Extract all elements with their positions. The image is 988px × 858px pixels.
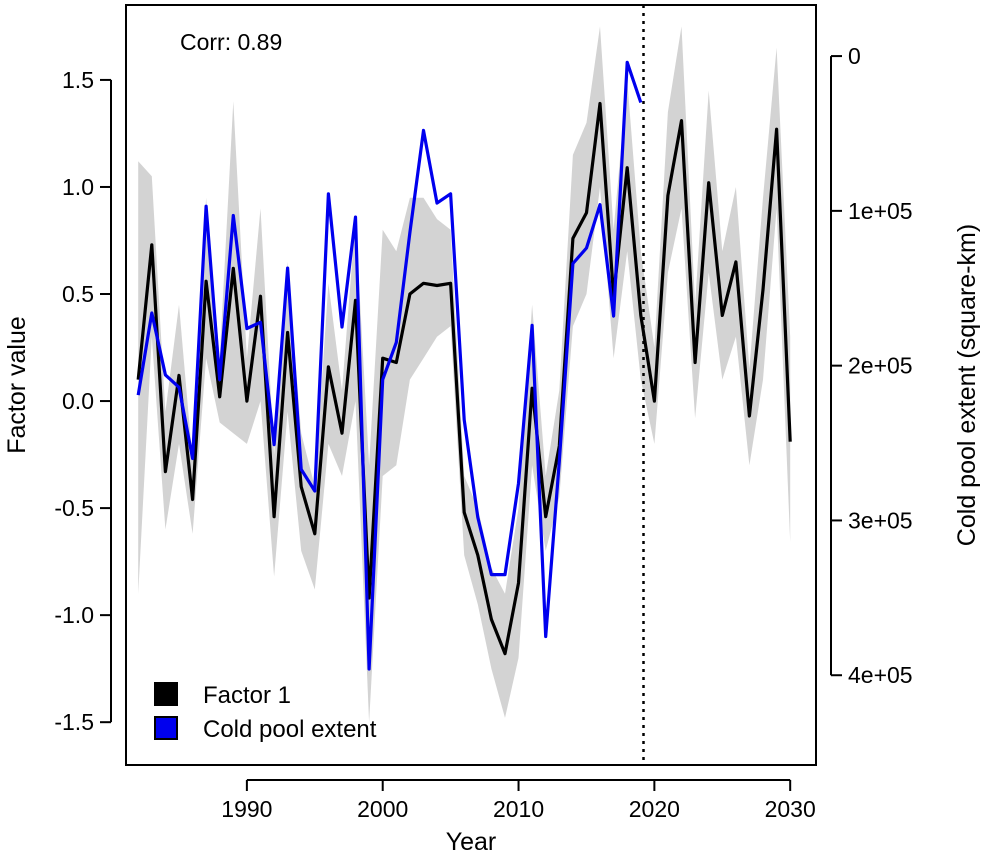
y-axis-left: -1.5 -1.0 -0.5 0.0 0.5 1.0 1.5	[54, 67, 112, 735]
y-tick-label: 1.0	[62, 174, 94, 200]
legend: Factor 1 Cold pool extent	[154, 682, 377, 743]
y-axis-left-title: Factor value	[3, 316, 31, 454]
y-tick-label: -1.0	[54, 602, 94, 628]
y2-tick-label: 2e+05	[848, 353, 913, 379]
correlation-annotation: Corr: 0.89	[180, 29, 282, 55]
y-axis-right-title: Cold pool extent (square-km)	[953, 224, 981, 546]
plot-frame	[125, 4, 817, 766]
y-tick-label: 1.5	[62, 67, 94, 93]
y-tick-label: 0.5	[62, 281, 94, 307]
y2-tick-label: 4e+05	[848, 662, 913, 688]
y-tick-label: -1.5	[54, 709, 94, 735]
series-line-cold-pool-extent	[136, 60, 643, 671]
y-tick-label: 0.0	[62, 388, 94, 414]
x-tick-label: 2030	[765, 796, 816, 822]
x-tick-label: 2000	[357, 796, 408, 822]
series-line-layer	[136, 60, 792, 671]
factor-1-confidence-band	[138, 26, 791, 723]
y2-tick-label: 0	[848, 43, 861, 69]
y-axis-right: 0 1e+05 2e+05 3e+05 4e+05	[830, 43, 913, 688]
x-tick-label: 2020	[629, 796, 680, 822]
series-line-factor-1	[136, 101, 792, 656]
x-axis-title: Year	[446, 828, 497, 856]
confidence-band-layer	[138, 26, 791, 723]
legend-swatch-factor-1	[154, 682, 178, 706]
x-tick-label: 1990	[221, 796, 272, 822]
x-axis: 1990 2000 2010 2020 2030	[221, 779, 816, 822]
legend-label-cold-pool: Cold pool extent	[203, 716, 377, 743]
y2-tick-label: 1e+05	[848, 198, 913, 224]
x-tick-label: 2010	[493, 796, 544, 822]
legend-label-factor-1: Factor 1	[203, 682, 291, 709]
y-tick-label: -0.5	[54, 495, 94, 521]
y2-tick-label: 3e+05	[848, 507, 913, 533]
legend-swatch-cold-pool	[154, 716, 178, 740]
